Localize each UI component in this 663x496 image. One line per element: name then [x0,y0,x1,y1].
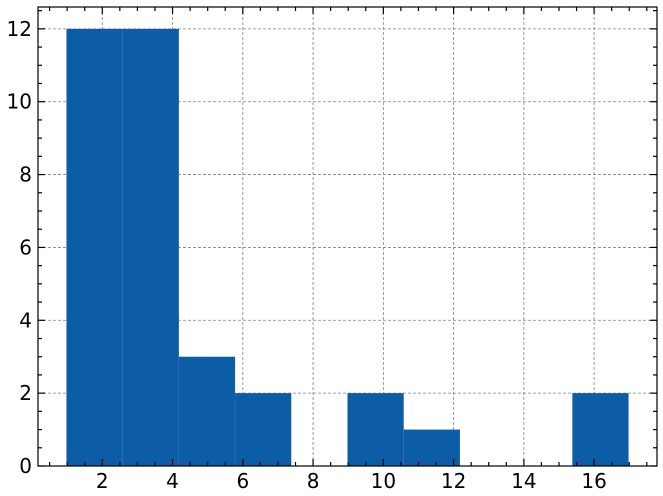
histogram-bar [235,393,292,466]
x-tick-label: 4 [166,469,179,493]
ticks [38,7,657,467]
histogram-bar [347,393,404,466]
y-tick-label: 8 [19,163,32,187]
histogram-bar [572,393,629,466]
y-tick-label: 12 [7,17,32,41]
y-tick-label: 0 [19,454,32,478]
y-tick-label: 6 [19,235,32,259]
plot-frame [37,6,658,467]
tick-labels: 2 4 6 8 10 12 14 16 0 2 4 6 8 10 12 [7,17,607,493]
x-tick-label: 2 [96,469,109,493]
x-tick-label: 12 [441,469,466,493]
x-tick-label: 10 [371,469,396,493]
x-tick-label: 16 [581,469,606,493]
x-tick-label: 14 [511,469,536,493]
histogram-bar [66,28,123,466]
bars [66,28,629,466]
histogram-bar [178,356,236,466]
histogram-bar [403,429,460,466]
histogram-bar [122,28,179,466]
x-tick-label: 8 [307,469,320,493]
y-tick-label: 10 [7,90,32,114]
y-tick-label: 4 [19,308,32,332]
x-tick-label: 6 [236,469,249,493]
y-tick-label: 2 [19,381,32,405]
